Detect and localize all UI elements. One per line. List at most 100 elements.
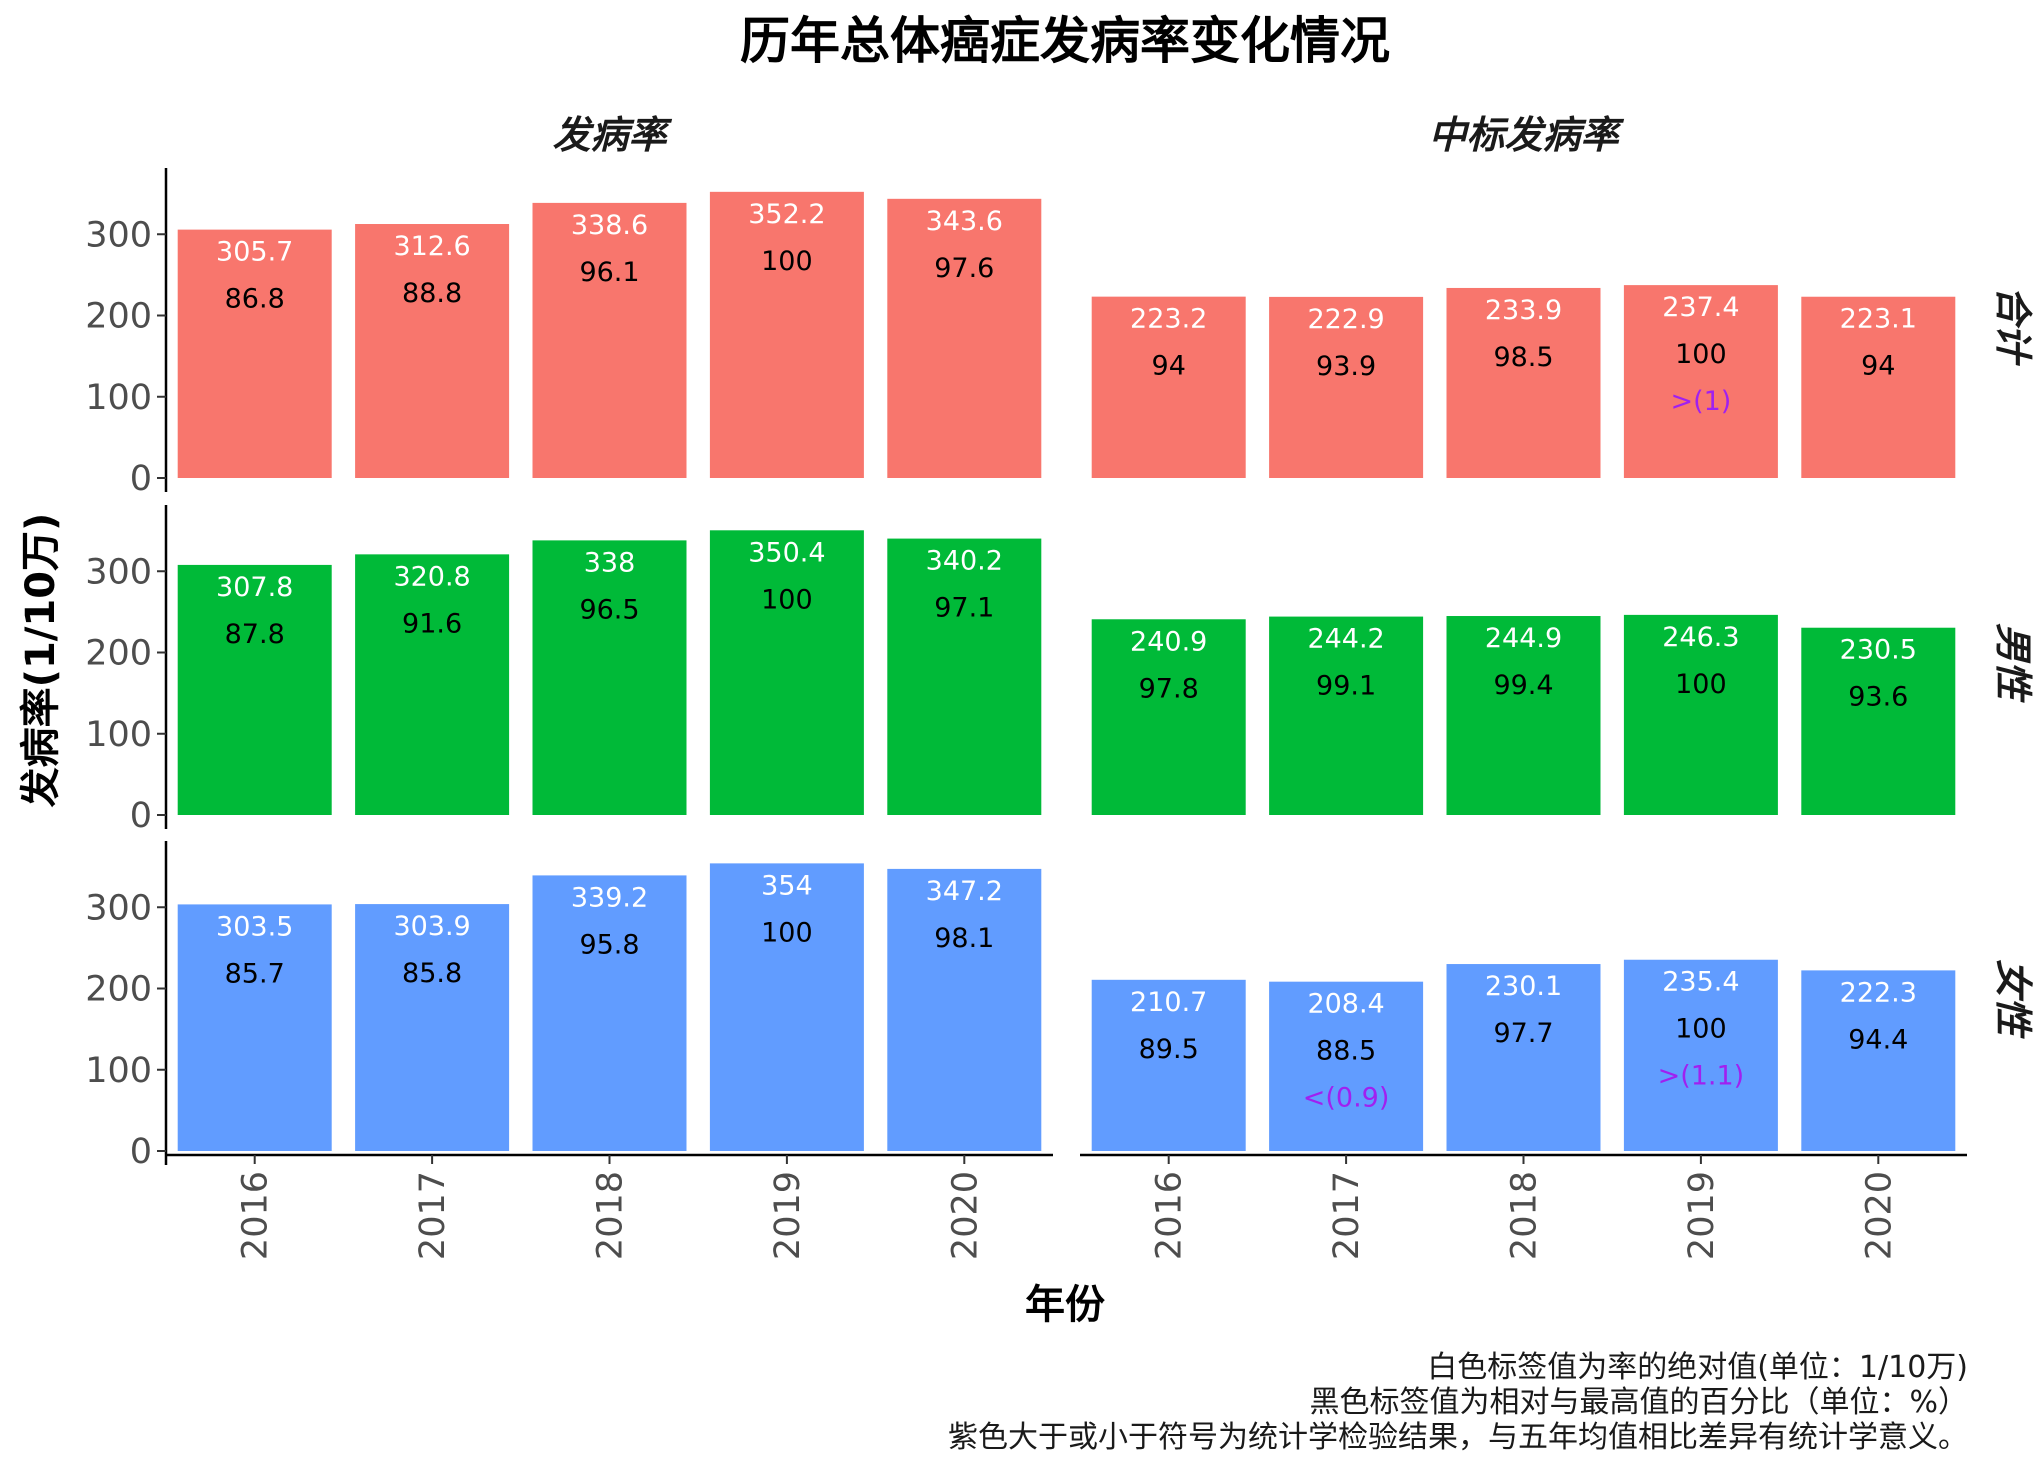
footnote-1: 白色标签值为率的绝对值(单位：1/10万) — [1427, 1350, 1968, 1385]
value-label: 237.4 — [1662, 292, 1739, 323]
y-tick-label: 100 — [85, 1051, 152, 1091]
bar-5-0 — [1091, 979, 1246, 1151]
value-label: 208.4 — [1307, 989, 1384, 1020]
value-label: 307.8 — [216, 572, 293, 603]
percent-label: 88.5 — [1316, 1036, 1376, 1067]
y-tick-label: 300 — [85, 215, 152, 255]
value-label: 240.9 — [1130, 626, 1207, 657]
percent-label: 97.8 — [1139, 673, 1199, 704]
significance-label: <(0.9) — [1303, 1083, 1390, 1114]
percent-label: 94.4 — [1848, 1024, 1908, 1055]
bar-5-3 — [1623, 959, 1778, 1151]
y-tick-label: 0 — [130, 796, 152, 836]
percent-label: 97.7 — [1493, 1018, 1553, 1049]
bar-2-0 — [177, 564, 332, 815]
value-label: 312.6 — [393, 231, 470, 262]
y-axis-title: 发病率(1/10万) — [18, 513, 64, 808]
x-tick-label: 2020 — [945, 1171, 985, 1260]
percent-label: 88.8 — [402, 278, 462, 309]
bar-1-0 — [1091, 296, 1246, 478]
footnote-3: 紫色大于或小于符号为统计学检验结果，与五年均值相比差异有统计学意义。 — [948, 1420, 1968, 1455]
value-label: 305.7 — [216, 237, 293, 268]
bar-2-1 — [355, 554, 510, 815]
percent-label: 100 — [761, 246, 813, 277]
value-label: 303.9 — [393, 911, 470, 942]
x-tick-label: 2020 — [1859, 1171, 1899, 1260]
value-label: 230.5 — [1840, 635, 1917, 666]
significance-label: >(1.1) — [1658, 1061, 1745, 1092]
bar-0-3 — [709, 191, 864, 478]
value-label: 223.1 — [1840, 304, 1917, 335]
percent-label: 86.8 — [225, 284, 285, 315]
strip-label-0: 发病率 — [552, 112, 672, 157]
y-tick-label: 100 — [85, 715, 152, 755]
y-tick-label: 200 — [85, 297, 152, 337]
percent-label: 94 — [1152, 351, 1186, 382]
x-tick-label: 2018 — [1505, 1171, 1545, 1260]
percent-label: 91.6 — [402, 608, 462, 639]
value-label: 244.2 — [1307, 624, 1384, 655]
bar-2-3 — [709, 530, 864, 815]
percent-label: 98.1 — [934, 923, 994, 954]
bar-1-2 — [1446, 287, 1601, 478]
bar-4-1 — [355, 904, 510, 1151]
value-label: 338.6 — [571, 210, 648, 241]
percent-label: 97.1 — [934, 593, 994, 624]
percent-label: 85.8 — [402, 958, 462, 989]
y-tick-label: 100 — [85, 378, 152, 418]
percent-label: 100 — [761, 584, 813, 615]
value-label: 246.3 — [1662, 622, 1739, 653]
x-tick-label: 2017 — [1327, 1171, 1367, 1260]
value-label: 339.2 — [571, 882, 648, 913]
value-label: 222.3 — [1840, 977, 1917, 1008]
percent-label: 100 — [1675, 339, 1727, 370]
chart-title: 历年总体癌症发病率变化情况 — [740, 11, 1390, 70]
percent-label: 93.6 — [1848, 682, 1908, 713]
bar-1-3 — [1623, 285, 1778, 478]
bar-3-3 — [1623, 614, 1778, 815]
bar-2-2 — [532, 540, 687, 815]
x-tick-label: 2017 — [413, 1171, 453, 1260]
bar-3-0 — [1091, 619, 1246, 815]
x-tick-label: 2016 — [236, 1171, 276, 1260]
value-label: 347.2 — [926, 876, 1003, 907]
y-tick-label: 300 — [85, 552, 152, 592]
percent-label: 100 — [761, 917, 813, 948]
bar-3-1 — [1269, 616, 1424, 815]
percent-label: 96.1 — [579, 257, 639, 288]
bar-4-4 — [887, 868, 1042, 1151]
percent-label: 93.9 — [1316, 351, 1376, 382]
percent-label: 96.5 — [579, 594, 639, 625]
bar-3-2 — [1446, 616, 1601, 815]
bar-1-4 — [1801, 296, 1956, 478]
x-axis-title: 年份 — [1025, 1282, 1105, 1328]
percent-label: 100 — [1675, 669, 1727, 700]
value-label: 343.6 — [926, 206, 1003, 237]
percent-label: 98.5 — [1493, 342, 1553, 373]
value-label: 303.5 — [216, 911, 293, 942]
bar-5-2 — [1446, 964, 1601, 1151]
bar-4-0 — [177, 904, 332, 1151]
value-label: 235.4 — [1662, 967, 1739, 998]
bar-0-2 — [532, 202, 687, 478]
percent-label: 94 — [1861, 351, 1895, 382]
y-tick-label: 200 — [85, 970, 152, 1010]
bar-5-1 — [1269, 981, 1424, 1151]
bar-1-1 — [1269, 296, 1424, 478]
value-label: 354 — [761, 870, 813, 901]
strip-label-1: 中标发病率 — [1428, 112, 1624, 157]
percent-label: 97.6 — [934, 253, 994, 284]
value-label: 223.2 — [1130, 304, 1207, 335]
x-tick-label: 2016 — [1150, 1171, 1190, 1260]
value-label: 233.9 — [1485, 295, 1562, 326]
value-label: 230.1 — [1485, 971, 1562, 1002]
bar-3-4 — [1801, 627, 1956, 815]
bar-4-3 — [709, 863, 864, 1151]
percent-label: 99.4 — [1493, 670, 1553, 701]
y-tick-label: 0 — [130, 1132, 152, 1172]
value-label: 320.8 — [393, 561, 470, 592]
bar-2-4 — [887, 538, 1042, 815]
row-strip-label-2: 女性 — [1991, 959, 2036, 1039]
